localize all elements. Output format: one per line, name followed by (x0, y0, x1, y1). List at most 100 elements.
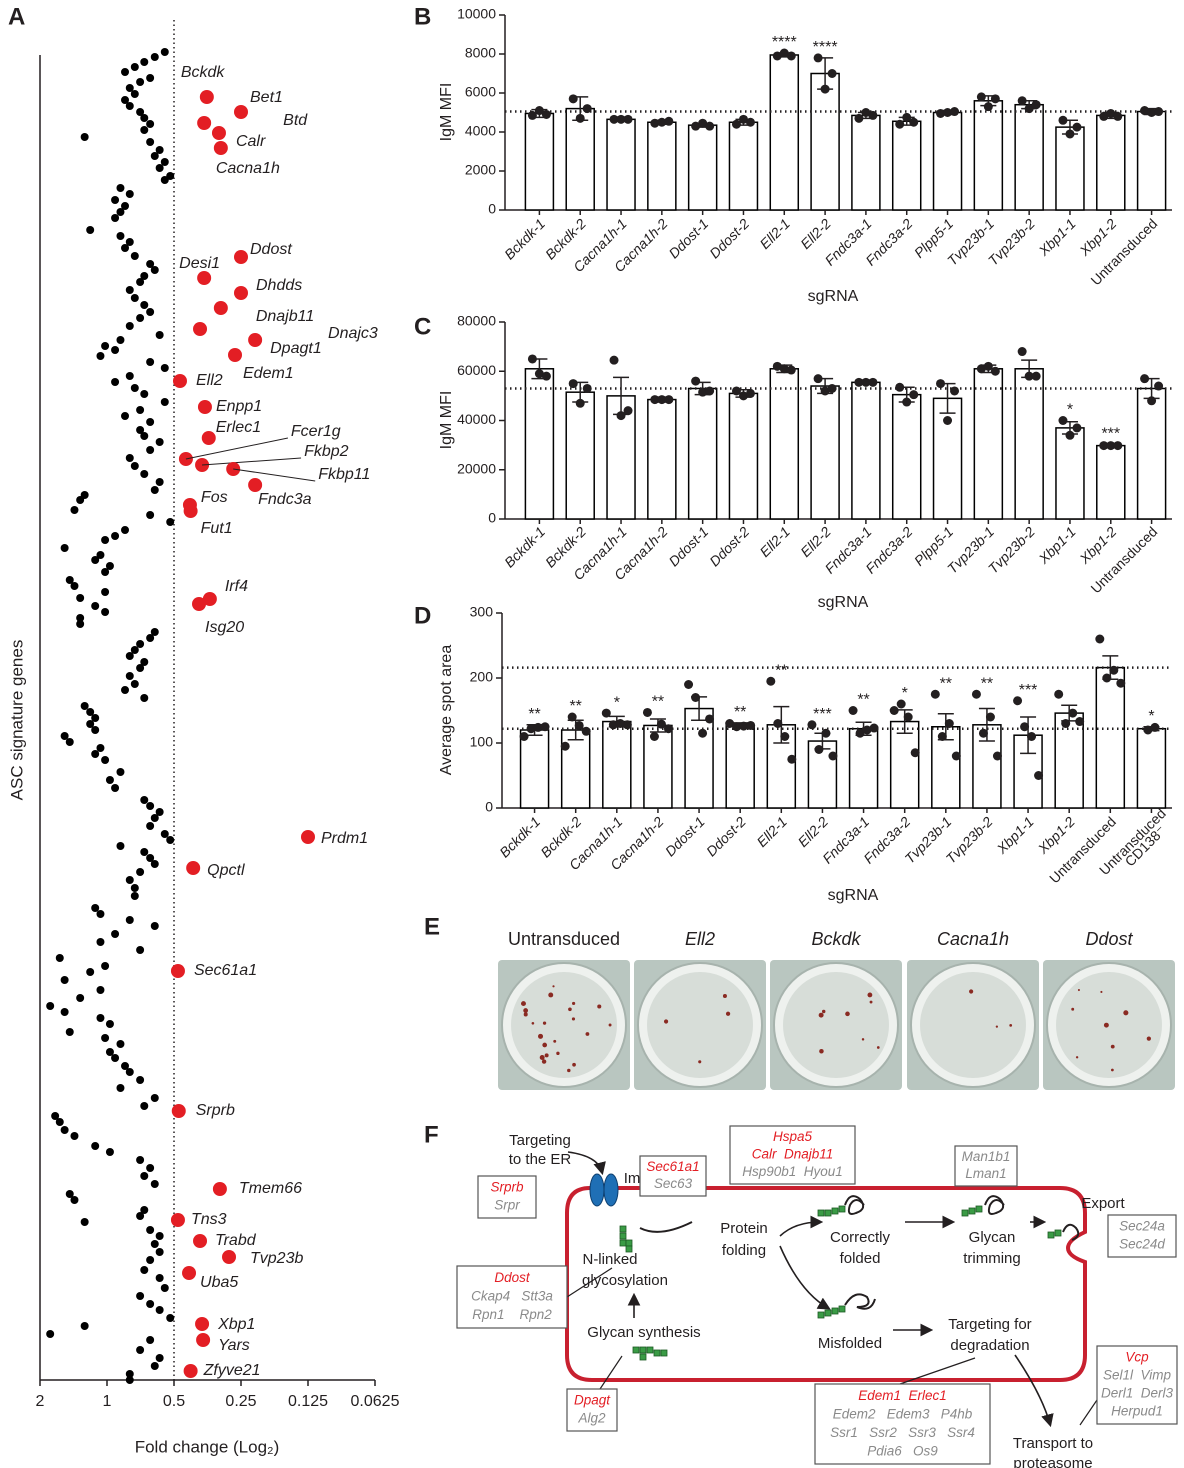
point-label: Enpp1 (216, 398, 262, 415)
point (160, 176, 169, 184)
replicate-point (807, 720, 817, 730)
point (166, 1314, 175, 1322)
spot (722, 993, 727, 999)
point (146, 120, 155, 128)
point (80, 702, 89, 710)
spot (1077, 989, 1080, 992)
y-tick-label: 200 (470, 669, 494, 685)
x-tick-label: Bckdk-1 (496, 813, 543, 860)
label: Glycan synthesis (587, 1324, 700, 1341)
highlight-point (192, 597, 207, 611)
point (130, 892, 139, 900)
point (125, 876, 134, 884)
label: Correctly (830, 1229, 891, 1246)
gene-box (456, 1265, 568, 1329)
gene-name: Herpud1 (1111, 1404, 1163, 1419)
replicate-point (828, 751, 838, 761)
label: Glycan (969, 1229, 1016, 1246)
point (125, 372, 134, 380)
highlight-point (193, 1234, 208, 1248)
glycan (619, 1205, 1062, 1361)
well-title: Bckdk (811, 929, 861, 949)
highlight-point (172, 374, 187, 388)
significance: **** (813, 39, 838, 56)
replicate-point (725, 719, 735, 728)
gene-name: Lman1 (965, 1166, 1006, 1181)
replicate-point (1075, 717, 1085, 727)
replicate-point (950, 386, 960, 396)
x-tick-label: Ddost-2 (703, 813, 749, 859)
bar (647, 398, 677, 520)
point (96, 910, 105, 918)
replicate-point (1034, 771, 1044, 780)
point-label: Xbp1 (217, 1316, 255, 1333)
point (101, 962, 110, 970)
highlight-point (211, 126, 226, 140)
significance: * (1067, 402, 1073, 419)
replicate-point (903, 712, 913, 722)
point (140, 58, 149, 66)
replicate-point (527, 354, 537, 364)
replicate-point (1147, 396, 1157, 406)
point (46, 1330, 55, 1338)
bar (1136, 387, 1167, 520)
point-label: Qpctl (207, 862, 245, 879)
replicate-point (1154, 107, 1164, 117)
point (140, 272, 149, 280)
point (140, 1102, 149, 1110)
label: Targeting for (948, 1316, 1031, 1333)
bar (602, 720, 632, 809)
point (86, 720, 95, 728)
bar (1054, 712, 1084, 809)
point (101, 1034, 110, 1042)
gene-name: Srprb (490, 1180, 524, 1195)
point-label: Fkbp11 (318, 466, 370, 483)
leader-line (202, 457, 302, 466)
point (130, 294, 139, 302)
spot (821, 1009, 826, 1014)
replicate-point (937, 732, 947, 741)
point (146, 802, 155, 810)
arrow (779, 1245, 831, 1310)
gene-name: Dpagt (574, 1393, 611, 1408)
bar (769, 54, 800, 211)
replicate-point (664, 395, 674, 405)
point (70, 506, 79, 514)
replicate-point (582, 104, 592, 114)
point (130, 63, 139, 71)
point (111, 1054, 120, 1062)
x-axis-label: Fold change (Log₂) (135, 1437, 280, 1456)
replicate-point (992, 751, 1002, 761)
point (146, 1256, 155, 1264)
point (65, 1190, 74, 1198)
replicate-point (601, 708, 611, 718)
spot (876, 1046, 880, 1049)
replicate-point (1106, 108, 1116, 118)
point (70, 1132, 79, 1140)
well-title: Ell2 (685, 929, 715, 949)
panel-letter: E (424, 913, 440, 940)
point (105, 776, 114, 784)
replicate-point (684, 680, 694, 689)
point (125, 238, 134, 246)
point (96, 352, 105, 360)
point (146, 260, 155, 268)
point (96, 551, 105, 559)
panel-letter: F (424, 1121, 439, 1148)
spot (1071, 1007, 1075, 1011)
replicate-point (622, 720, 632, 730)
point (65, 1028, 74, 1036)
replicate-point (779, 364, 789, 374)
spot (845, 1011, 850, 1017)
label: Misfolded (818, 1335, 882, 1352)
well (1056, 972, 1162, 1078)
bar (891, 393, 922, 520)
point (146, 308, 155, 316)
highlight-point (183, 504, 198, 518)
point (60, 1008, 69, 1016)
replicate-point (1058, 115, 1068, 125)
point (125, 672, 134, 680)
point (146, 511, 155, 519)
replicate-point (1140, 374, 1150, 384)
bar (1014, 368, 1044, 520)
